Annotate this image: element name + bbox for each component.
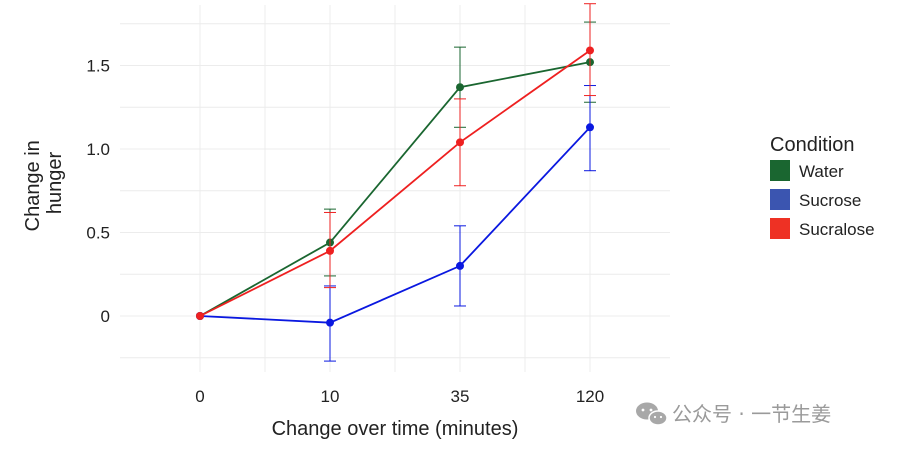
legend-item-sucralose: Sucralose xyxy=(770,218,875,239)
series-sucralose xyxy=(196,3,596,320)
wechat-icon xyxy=(636,402,668,426)
series-layer xyxy=(196,3,596,362)
watermark-text: 公众号 · 一节生姜 xyxy=(672,402,831,426)
y-tick-label: 0 xyxy=(101,307,110,326)
x-axis-title: Change over time (minutes) xyxy=(272,418,519,440)
series-line xyxy=(199,61,591,317)
data-point xyxy=(456,138,464,147)
x-tick-label: 0 xyxy=(195,387,204,406)
data-point xyxy=(456,83,464,92)
legend-item-sucrose: Sucrose xyxy=(770,189,861,210)
legend-title: Condition xyxy=(770,134,855,156)
series-sucrose xyxy=(196,85,596,362)
data-point xyxy=(586,123,594,132)
y-axis-title: Change in hunger xyxy=(22,135,66,232)
data-point xyxy=(456,261,464,270)
grid xyxy=(120,5,670,372)
y-tick-label: 1.0 xyxy=(86,140,110,159)
series-line xyxy=(199,126,591,324)
y-tick-label: 1.5 xyxy=(86,57,110,76)
x-tick-label: 35 xyxy=(451,387,470,406)
legend-label: Sucrose xyxy=(799,191,861,210)
legend-label: Water xyxy=(799,162,844,181)
watermark: 公众号 · 一节生姜 xyxy=(636,402,831,426)
legend-swatch xyxy=(770,189,790,210)
y-axis-title-line-1: Change in xyxy=(22,140,44,231)
x-tick-label: 120 xyxy=(576,387,604,406)
tick-labels: 0 10 35 120 0 0.5 1.0 1.5 xyxy=(86,57,604,407)
legend-label: Sucralose xyxy=(799,220,875,239)
legend-swatch xyxy=(770,160,790,181)
x-tick-label: 10 xyxy=(321,387,340,406)
data-point xyxy=(586,46,594,55)
legend-item-water: Water xyxy=(770,160,844,181)
y-tick-label: 0.5 xyxy=(86,224,110,243)
data-point xyxy=(326,318,334,327)
series-water xyxy=(196,21,596,320)
y-axis-title-line-2: hunger xyxy=(44,152,66,215)
legend-swatch xyxy=(770,218,790,239)
data-point xyxy=(326,246,334,255)
data-point xyxy=(196,312,204,320)
series-line xyxy=(199,49,591,317)
legend: Condition Water Sucrose Sucralose xyxy=(770,134,875,239)
